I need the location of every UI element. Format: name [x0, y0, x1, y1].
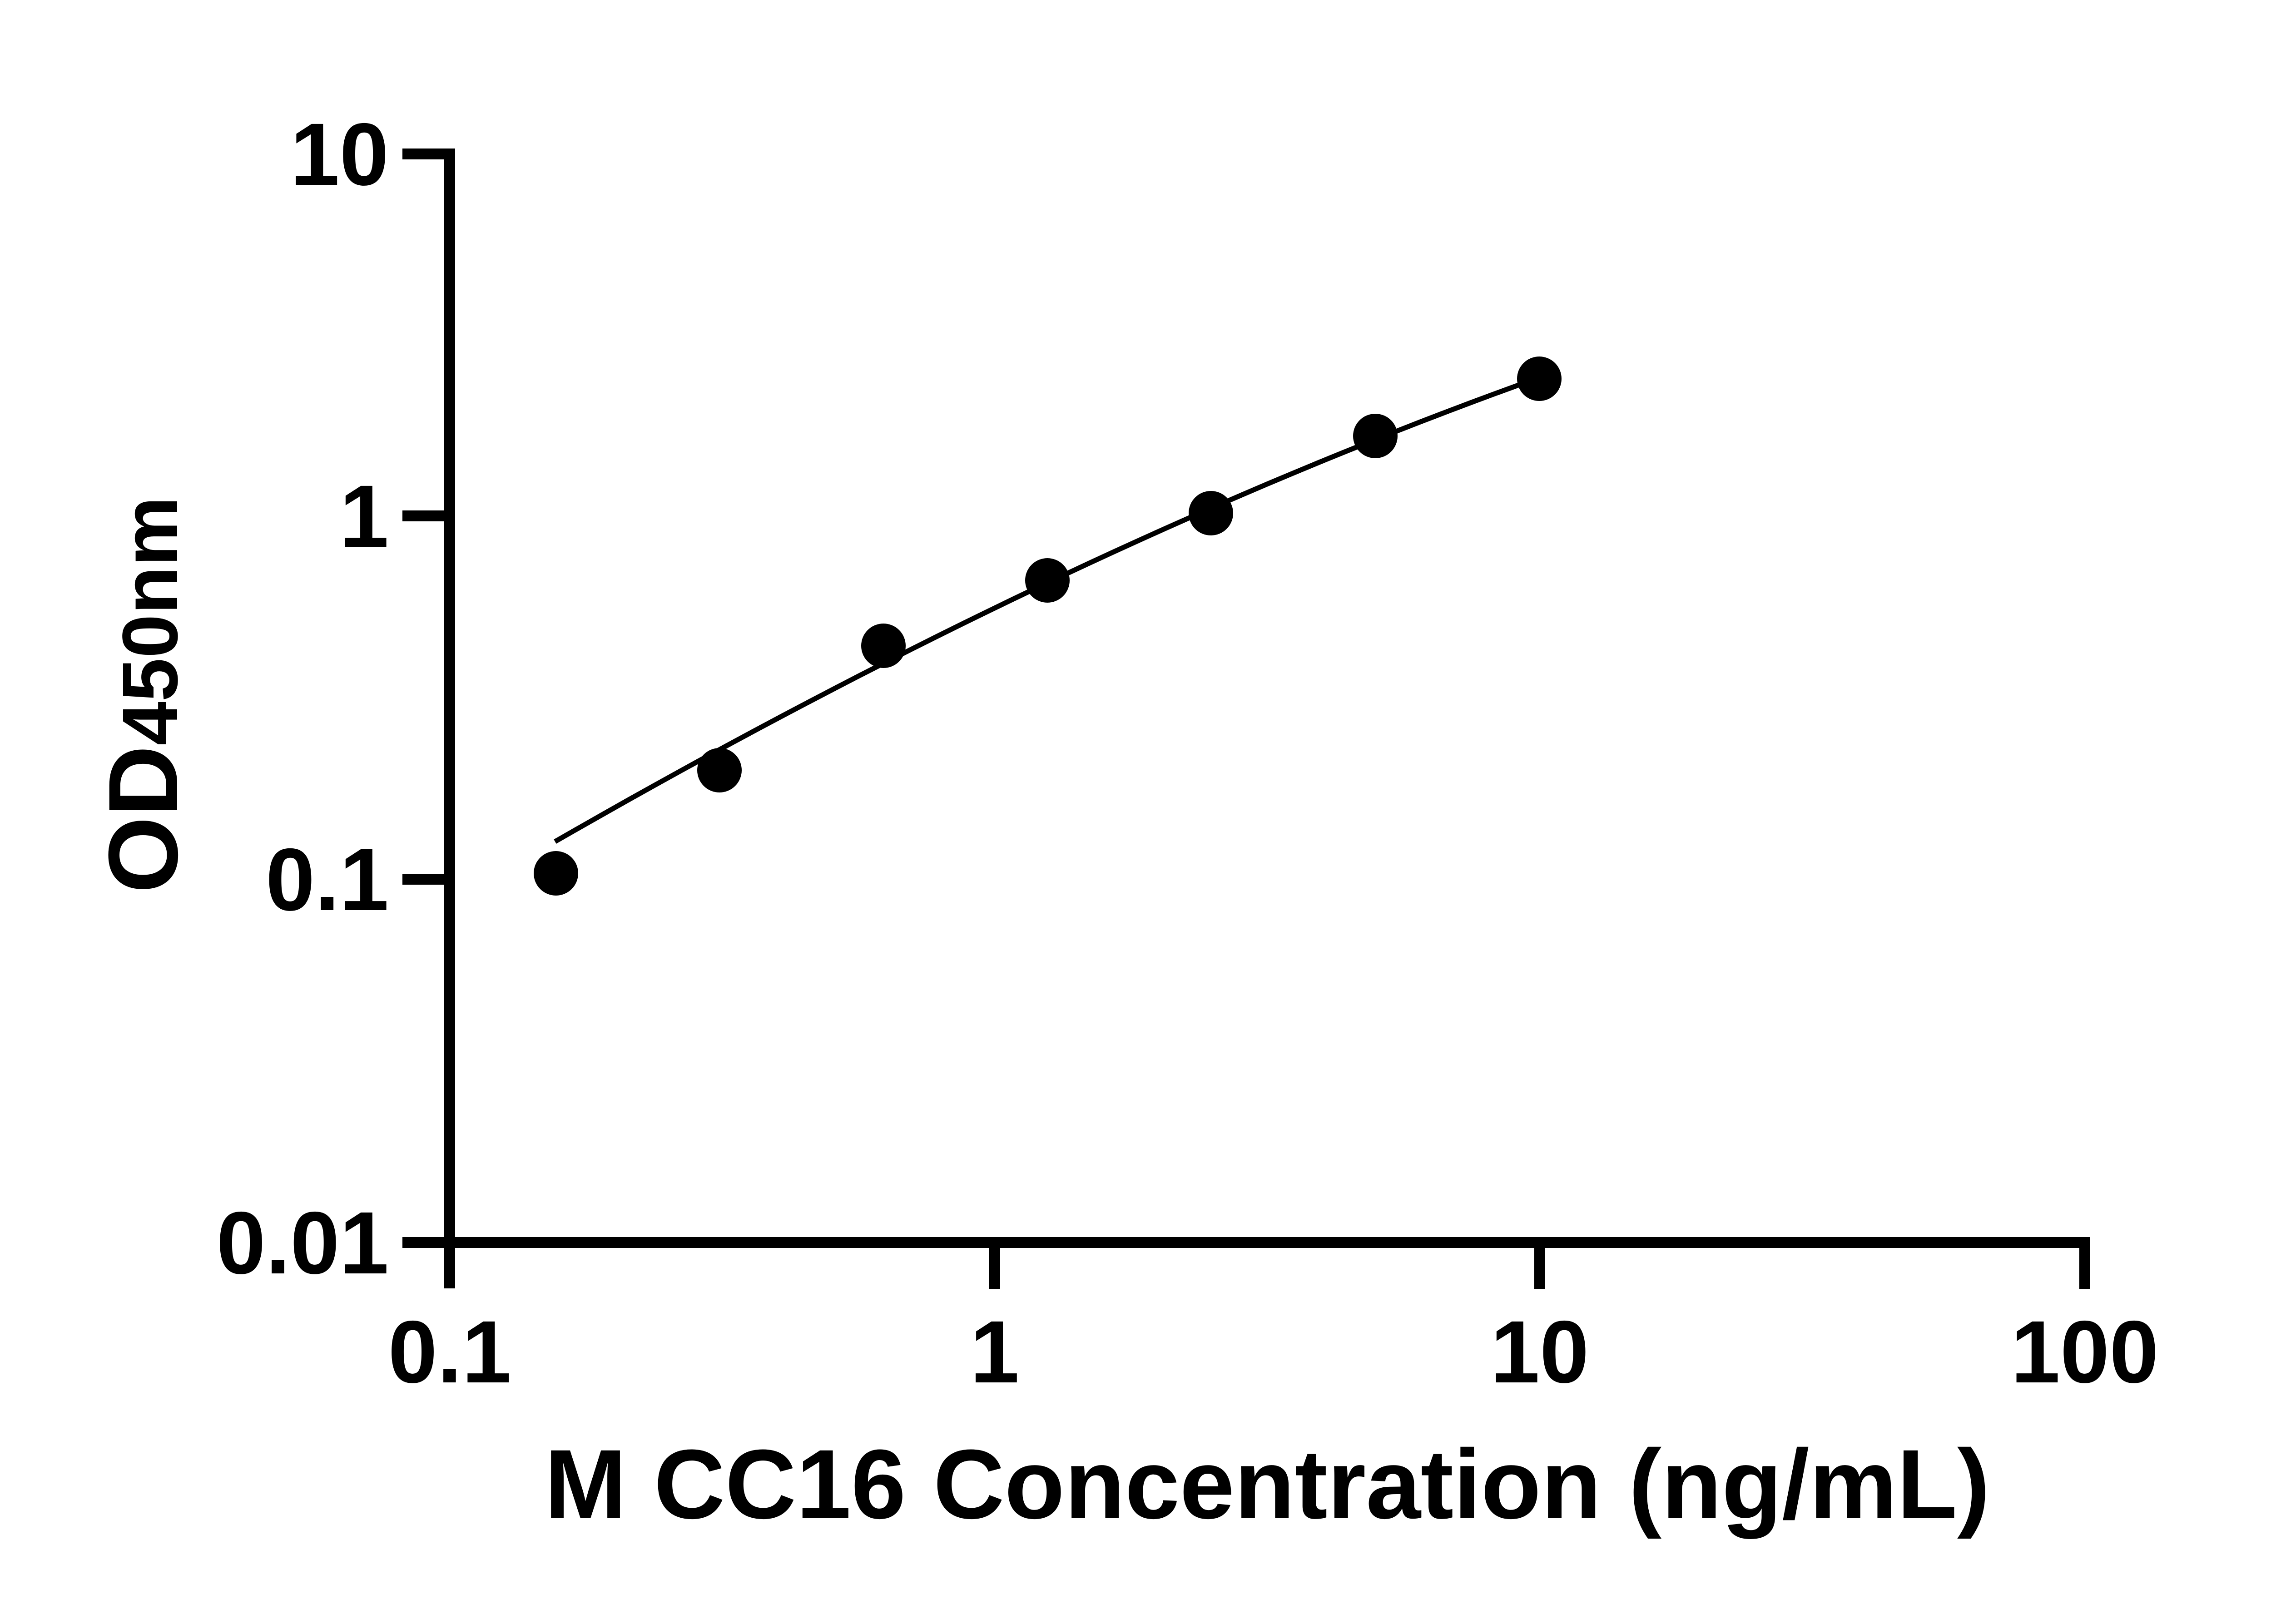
- svg-text:1: 1: [970, 1302, 1019, 1401]
- svg-text:10: 10: [1491, 1302, 1589, 1401]
- svg-text:0.1: 0.1: [266, 830, 389, 929]
- svg-text:0.1: 0.1: [388, 1302, 511, 1401]
- svg-text:OD450nm: OD450nm: [88, 496, 198, 893]
- svg-text:1: 1: [340, 467, 389, 566]
- svg-text:0.01: 0.01: [216, 1193, 389, 1292]
- svg-text:M CC16 Concentration (ng/mL): M CC16 Concentration (ng/mL): [545, 1429, 1990, 1539]
- svg-text:100: 100: [2011, 1302, 2158, 1401]
- svg-text:10: 10: [290, 105, 389, 204]
